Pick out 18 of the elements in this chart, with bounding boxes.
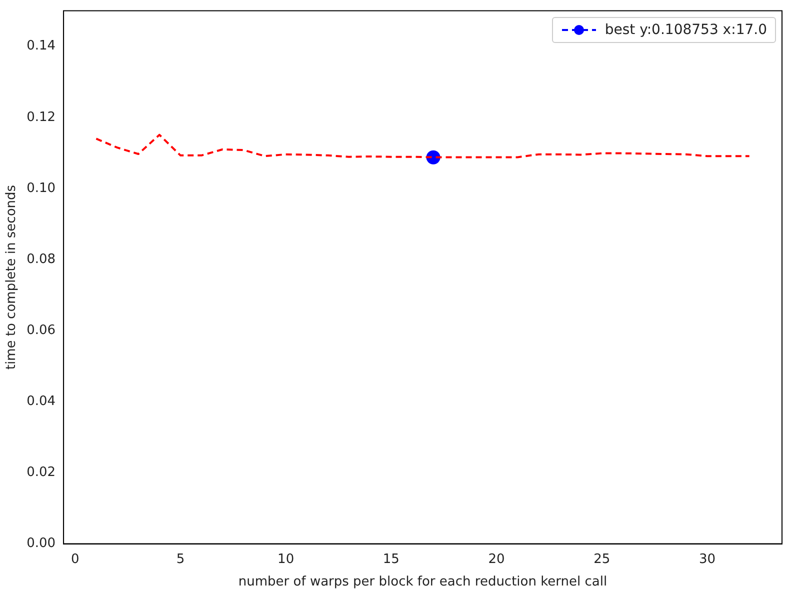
x-tick-label: 25 [594,552,610,567]
y-tick-label: 0.08 [26,252,56,267]
y-tick-label: 0.00 [26,536,56,552]
x-tick-label: 5 [176,552,185,567]
y-axis-title: time to complete in seconds [4,184,20,370]
y-tick-label: 0.04 [26,394,56,410]
x-axis-title: number of warps per block for each reduction kernel call [238,574,608,590]
y-tick-label: 0.02 [26,465,56,480]
x-tick-label: 15 [382,552,400,567]
y-tick-label: 0.06 [26,322,56,338]
x-tick-label: 20 [488,552,505,567]
x-tick-label: 0 [70,552,80,567]
y-tick-label: 0.14 [26,38,56,54]
x-tick-label: 10 [278,552,294,567]
legend-label: best y:0.108753 x:17.0 [604,22,767,38]
y-tick-label: 0.12 [26,110,56,125]
y-tick-label: 0.10 [26,180,56,196]
x-tick-label: 30 [698,552,716,567]
